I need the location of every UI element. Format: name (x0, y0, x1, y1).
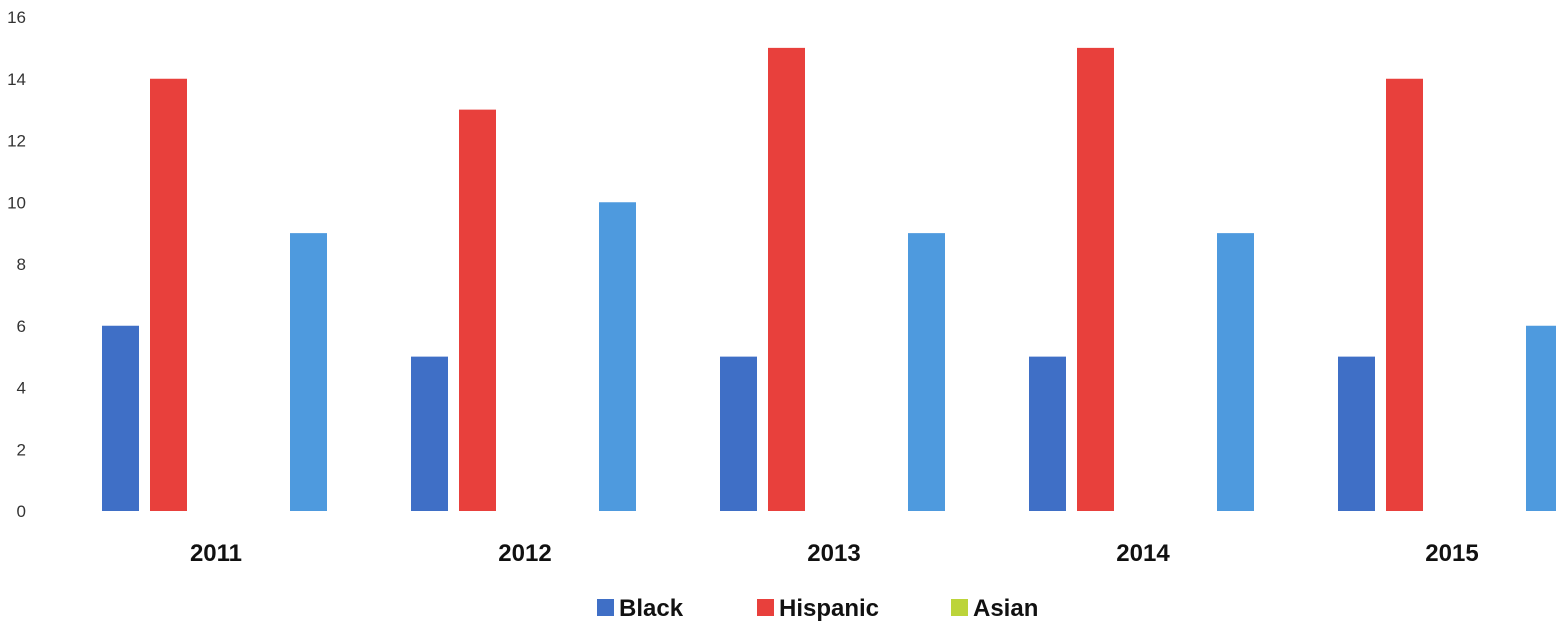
x-category-label: 2012 (498, 540, 551, 567)
bar-hispanic-2013 (768, 47, 805, 511)
bar-unlabeled-2012 (599, 202, 636, 511)
legend-label-black: Black (619, 595, 684, 622)
y-tick-label: 12 (7, 132, 26, 151)
bar-black-2012 (411, 356, 448, 511)
legend-swatch-asian (951, 599, 968, 616)
y-tick-label: 0 (17, 502, 26, 521)
legend-swatch-hispanic (757, 599, 774, 616)
bar-black-2013 (720, 356, 757, 511)
bar-black-2015 (1338, 356, 1375, 511)
bar-hispanic-2014 (1077, 47, 1114, 511)
bar-unlabeled-2014 (1217, 233, 1254, 511)
y-tick-label: 4 (17, 379, 26, 398)
y-tick-label: 14 (7, 70, 26, 89)
y-tick-label: 6 (17, 317, 26, 336)
bar-black-2011 (102, 325, 139, 511)
y-axis: 0 2 4 6 8 10 12 14 16 (7, 8, 26, 521)
bar-unlabeled-2013 (908, 233, 945, 511)
x-category-label: 2011 (190, 540, 242, 567)
legend-label-hispanic: Hispanic (779, 595, 879, 622)
x-category-label: 2015 (1425, 540, 1478, 567)
legend: Black Hispanic Asian (597, 595, 1038, 622)
x-category-label: 2014 (1116, 540, 1170, 567)
y-tick-label: 8 (17, 255, 26, 274)
bar-unlabeled-2015 (1526, 325, 1556, 511)
y-tick-label: 10 (7, 193, 26, 212)
bar-hispanic-2015 (1386, 78, 1423, 511)
x-category-label: 2013 (807, 540, 860, 567)
bar-hispanic-2012 (459, 109, 496, 511)
bars (102, 47, 1556, 511)
legend-label-asian: Asian (973, 595, 1038, 622)
y-tick-label: 2 (17, 440, 26, 459)
x-axis: 2011 2012 2013 2014 2015 (190, 540, 1479, 567)
bar-black-2014 (1029, 356, 1066, 511)
bar-hispanic-2011 (150, 78, 187, 511)
bar-unlabeled-2011 (290, 233, 327, 511)
legend-swatch-black (597, 599, 614, 616)
y-tick-label: 16 (7, 8, 26, 27)
